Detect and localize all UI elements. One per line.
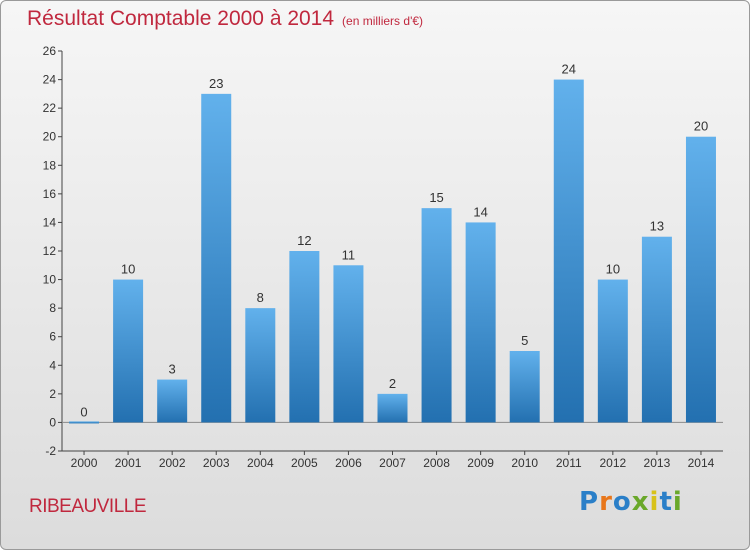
bar-2001 — [113, 279, 144, 423]
x-tick-label: 2006 — [335, 456, 362, 470]
x-tick-label: 2012 — [599, 456, 626, 470]
y-tick-label: 2 — [49, 387, 56, 401]
y-tick-label: 4 — [49, 358, 56, 372]
title-unit: (en milliers d'€) — [342, 14, 424, 28]
data-label-2002: 3 — [169, 362, 176, 377]
y-tick-label: 16 — [43, 187, 57, 201]
bar-2006 — [333, 265, 364, 423]
x-tick-label: 2001 — [115, 456, 142, 470]
bar-2013 — [641, 236, 672, 423]
data-label-2006: 11 — [342, 247, 356, 262]
data-label-2000: 0 — [80, 404, 87, 419]
chart-title: Résultat Comptable 2000 à 2014 (en millie… — [27, 7, 423, 31]
data-label-2010: 5 — [521, 333, 528, 348]
data-label-2005: 12 — [297, 233, 311, 248]
logo-letter: o — [612, 487, 632, 517]
bar-2009 — [465, 222, 496, 423]
y-tick-label: 10 — [43, 273, 57, 287]
data-label-2012: 10 — [606, 262, 620, 277]
logo-letter: x — [631, 487, 650, 517]
data-label-2007: 2 — [389, 376, 396, 391]
logo-letter: P — [579, 487, 600, 517]
y-tick-label: 14 — [43, 215, 57, 229]
data-label-2013: 13 — [650, 219, 664, 234]
y-tick-label: -2 — [45, 444, 56, 458]
y-tick-label: 24 — [43, 73, 57, 87]
y-tick-label: 6 — [49, 330, 56, 344]
y-tick-label: 20 — [43, 130, 57, 144]
title-text: Résultat Comptable 2000 à 2014 — [27, 7, 335, 30]
data-label-2003: 23 — [209, 76, 223, 91]
bar-2011 — [553, 79, 584, 423]
bar-2007 — [377, 393, 408, 423]
x-tick-label: 2011 — [556, 456, 582, 470]
x-tick-label: 2007 — [379, 456, 406, 470]
data-label-2011: 24 — [562, 62, 576, 77]
x-tick-label: 2008 — [423, 456, 450, 470]
bar-2012 — [597, 279, 628, 423]
logo-letter: i — [672, 487, 683, 517]
proxiti-logo: Proxiti — [579, 487, 683, 517]
bar-2003 — [201, 93, 232, 423]
x-tick-label: 2013 — [644, 456, 671, 470]
x-tick-label: 2009 — [467, 456, 494, 470]
x-tick-label: 2000 — [71, 456, 98, 470]
logo-letter: r — [599, 487, 613, 517]
bar-2005 — [289, 251, 320, 423]
city-name: RIBEAUVILLE — [29, 496, 147, 517]
x-tick-label: 2010 — [511, 456, 538, 470]
x-tick-label: 2004 — [247, 456, 274, 470]
data-label-2008: 15 — [429, 190, 443, 205]
x-tick-label: 2005 — [291, 456, 318, 470]
y-tick-label: 22 — [43, 101, 57, 115]
data-label-2014: 20 — [694, 119, 708, 134]
bar-2008 — [421, 208, 452, 423]
bar-2010 — [509, 351, 540, 423]
x-tick-label: 2002 — [159, 456, 186, 470]
x-tick-label: 2014 — [688, 456, 715, 470]
bar-2004 — [245, 308, 276, 423]
y-tick-label: 26 — [43, 44, 57, 58]
data-label-2004: 8 — [257, 290, 264, 305]
logo-letter: t — [659, 487, 673, 517]
y-tick-label: 8 — [49, 301, 56, 315]
data-label-2001: 10 — [121, 262, 135, 277]
logo-letter: i — [649, 487, 660, 517]
y-tick-label: 18 — [43, 158, 57, 172]
bar-2002 — [157, 379, 188, 423]
y-tick-label: 12 — [43, 244, 57, 258]
y-tick-label: 0 — [49, 415, 56, 429]
x-tick-label: 2003 — [203, 456, 230, 470]
data-label-2009: 14 — [473, 204, 487, 219]
bar-2014 — [685, 136, 716, 423]
bar-2000 — [69, 421, 100, 424]
